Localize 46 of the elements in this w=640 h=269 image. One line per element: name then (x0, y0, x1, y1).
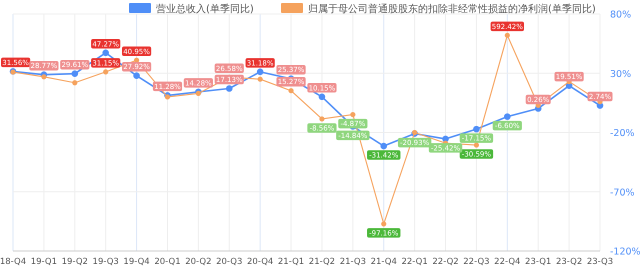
point (318, 93, 326, 100)
y-tick-label: 80% (610, 10, 632, 20)
point (380, 142, 388, 150)
x-tick-label: 20-Q1 (154, 257, 181, 267)
point (226, 85, 233, 92)
x-tick-label: 23-Q2 (556, 257, 582, 267)
point (103, 69, 108, 74)
y-tick-label: -120% (610, 246, 640, 258)
point (102, 49, 109, 56)
point (350, 112, 356, 118)
x-tick-label: 21-Q3 (340, 257, 366, 267)
x-tick-label: 20-Q2 (185, 257, 212, 267)
x-tick-label: 23-Q3 (586, 257, 614, 267)
point (319, 116, 325, 122)
point (72, 80, 78, 86)
point (504, 32, 510, 38)
x-tick-label: 22-Q1 (401, 257, 428, 267)
x-tick-label: 19-Q2 (62, 257, 88, 267)
x-tick-label: 18-Q4 (0, 257, 26, 267)
x-tick-label: 21-Q1 (278, 257, 304, 267)
y-tick-label: 30% (610, 68, 632, 80)
point (381, 221, 386, 227)
x-tick-label: 20-Q3 (216, 257, 242, 267)
x-tick-label: 21-Q2 (308, 257, 336, 267)
y-tick-label: -20% (610, 128, 635, 139)
y-tick-label: -70% (610, 187, 635, 198)
point (71, 70, 78, 78)
x-tick-label: 21-Q4 (370, 257, 397, 267)
legend-label: 归属于母公司普通股股东的扣除非经常性损益的净利润(单季同比) (308, 3, 596, 15)
x-tick-label: 22-Q4 (494, 257, 520, 267)
point (41, 74, 46, 80)
point (256, 68, 264, 76)
point (504, 113, 511, 120)
x-tick-label: 19-Q4 (123, 257, 150, 267)
legend-label: 营业总收入(单季同比) (156, 3, 254, 15)
point (258, 76, 263, 82)
x-tick-label: 23-Q1 (525, 257, 552, 267)
point (133, 72, 140, 80)
x-tick-label: 19-Q3 (92, 257, 119, 267)
x-tick-label: 22-Q3 (463, 257, 490, 267)
x-tick-label: 20-Q4 (247, 257, 274, 267)
x-tick-label: 22-Q2 (432, 257, 459, 267)
x-tick-label: 19-Q1 (30, 257, 58, 267)
point (288, 88, 294, 94)
point (474, 142, 480, 148)
point (473, 126, 480, 132)
